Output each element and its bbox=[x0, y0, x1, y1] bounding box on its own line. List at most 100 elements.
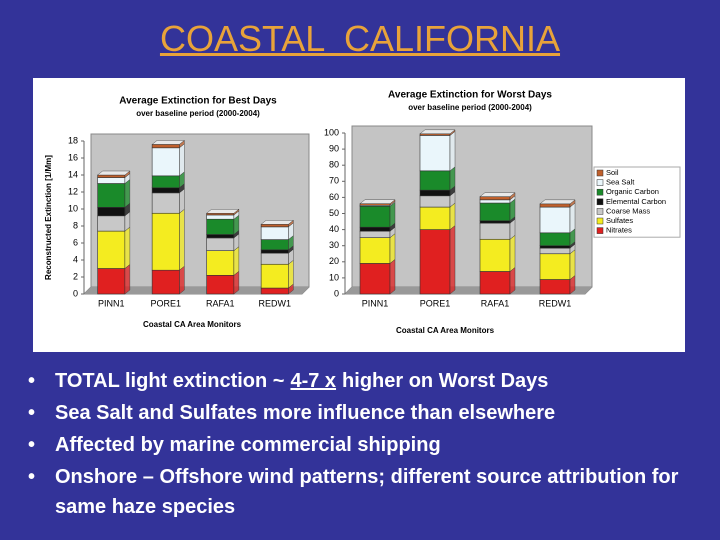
y-tick-label: 12 bbox=[68, 186, 78, 196]
legend-swatch bbox=[596, 179, 604, 186]
x-tick-label: REDW1 bbox=[258, 298, 291, 308]
bar-segment bbox=[97, 207, 126, 217]
bar-segment bbox=[479, 202, 511, 222]
y-tick-label: 80 bbox=[329, 160, 339, 170]
y-tick-label: 6 bbox=[73, 237, 78, 247]
y-tick-label: 20 bbox=[329, 256, 339, 266]
bar-segment bbox=[479, 271, 511, 295]
x-tick-label: PORE1 bbox=[420, 298, 451, 308]
bullet: Sea Salt and Sulfates more influence tha… bbox=[28, 398, 708, 428]
x-tick-label: RAFA1 bbox=[481, 298, 510, 308]
bar-segment bbox=[539, 247, 571, 255]
y-tick-label: 0 bbox=[334, 288, 339, 298]
legend-swatch bbox=[596, 227, 604, 234]
x-axis-label: Coastal CA Area Monitors bbox=[396, 326, 495, 335]
x-tick-label: PINN1 bbox=[98, 298, 125, 308]
legend-box bbox=[593, 166, 681, 238]
bar-top bbox=[479, 192, 516, 197]
bar-segment bbox=[419, 195, 451, 208]
bar-side bbox=[389, 201, 396, 228]
bullet-text: higher on Worst Days bbox=[342, 370, 549, 392]
bar-segment bbox=[479, 222, 511, 240]
bar-side bbox=[509, 234, 516, 272]
bar-segment bbox=[419, 133, 451, 136]
bar-side bbox=[449, 202, 456, 231]
bar-side bbox=[124, 226, 131, 269]
bar-segment bbox=[419, 135, 451, 172]
bar-top bbox=[539, 199, 576, 205]
bar-segment bbox=[97, 177, 126, 184]
bar-segment bbox=[359, 203, 391, 206]
x-axis-label: Coastal CA Area Monitors bbox=[143, 320, 242, 329]
bar-side bbox=[179, 265, 185, 295]
bar-segment bbox=[260, 287, 289, 295]
bar-segment bbox=[479, 196, 511, 201]
x-tick-label: PORE1 bbox=[150, 298, 181, 308]
chart-panel: Average Extinction for Best Days over bas… bbox=[33, 78, 685, 352]
bar-segment bbox=[206, 250, 235, 276]
x-tick-label: PINN1 bbox=[362, 298, 389, 308]
bar-segment bbox=[97, 174, 126, 178]
bar-segment bbox=[419, 189, 451, 197]
bar-side bbox=[124, 179, 131, 208]
y-tick-label: 90 bbox=[329, 143, 339, 153]
y-tick-label: 10 bbox=[329, 272, 339, 282]
bullet-text: Sea Salt and Sulfates more influence tha… bbox=[55, 402, 556, 424]
bar-segment bbox=[260, 224, 289, 228]
y-tick-label: 8 bbox=[73, 220, 78, 230]
bar-segment bbox=[539, 279, 571, 295]
bar-segment bbox=[359, 226, 391, 232]
y-tick-label: 60 bbox=[329, 192, 339, 202]
legend-swatch bbox=[596, 217, 604, 225]
bar-segment bbox=[539, 232, 571, 247]
bar-side bbox=[569, 249, 576, 280]
y-tick-label: 40 bbox=[329, 224, 339, 234]
y-tick-label: 30 bbox=[329, 240, 339, 250]
bar-segment bbox=[260, 239, 289, 251]
bar-segment bbox=[260, 226, 289, 240]
y-tick-label: 4 bbox=[73, 254, 78, 264]
bar-segment bbox=[419, 229, 451, 295]
bar-segment bbox=[539, 253, 571, 280]
bar-side bbox=[569, 202, 576, 234]
bar-segment bbox=[539, 206, 571, 234]
x-tick-label: RAFA1 bbox=[206, 298, 235, 308]
bar-side bbox=[179, 188, 185, 214]
chart-subtitle: over baseline period (2000-2004) bbox=[136, 109, 260, 118]
bar-segment bbox=[479, 238, 511, 272]
bar-segment bbox=[151, 175, 180, 189]
legend-label: Elemental Carbon bbox=[606, 197, 666, 206]
bar-segment bbox=[359, 230, 391, 238]
bar-segment bbox=[419, 170, 451, 191]
bar-segment bbox=[206, 237, 235, 251]
bar-top bbox=[206, 209, 240, 214]
y-tick-label: 50 bbox=[329, 208, 339, 218]
y-tick-label: 10 bbox=[68, 203, 78, 213]
legend-swatch bbox=[596, 208, 604, 215]
bullet: Onshore – Offshore wind patterns; differ… bbox=[28, 462, 708, 522]
bar-segment bbox=[151, 147, 180, 177]
bar-segment bbox=[206, 218, 235, 235]
bar-segment bbox=[419, 206, 451, 230]
bar-segment bbox=[151, 269, 180, 295]
bar-segment bbox=[479, 220, 511, 224]
legend-label: Sulfates bbox=[606, 216, 633, 225]
legend-swatch bbox=[596, 188, 604, 196]
bullet-text: Affected by marine commercial shipping bbox=[55, 434, 441, 456]
y-tick-label: 14 bbox=[68, 169, 78, 179]
bar-segment bbox=[359, 237, 391, 264]
bar-side bbox=[124, 264, 131, 295]
legend-swatch bbox=[596, 198, 604, 206]
bullet-text: Onshore – Offshore wind patterns; differ… bbox=[55, 466, 679, 518]
bar-segment bbox=[206, 212, 235, 216]
bar-segment bbox=[539, 203, 571, 208]
legend-swatch bbox=[596, 169, 604, 177]
y-tick-label: 18 bbox=[68, 135, 78, 145]
chart-title: Average Extinction for Worst Days bbox=[388, 90, 552, 101]
bar-segment bbox=[260, 249, 289, 254]
bar-segment bbox=[260, 263, 289, 289]
bar-top bbox=[151, 140, 185, 145]
